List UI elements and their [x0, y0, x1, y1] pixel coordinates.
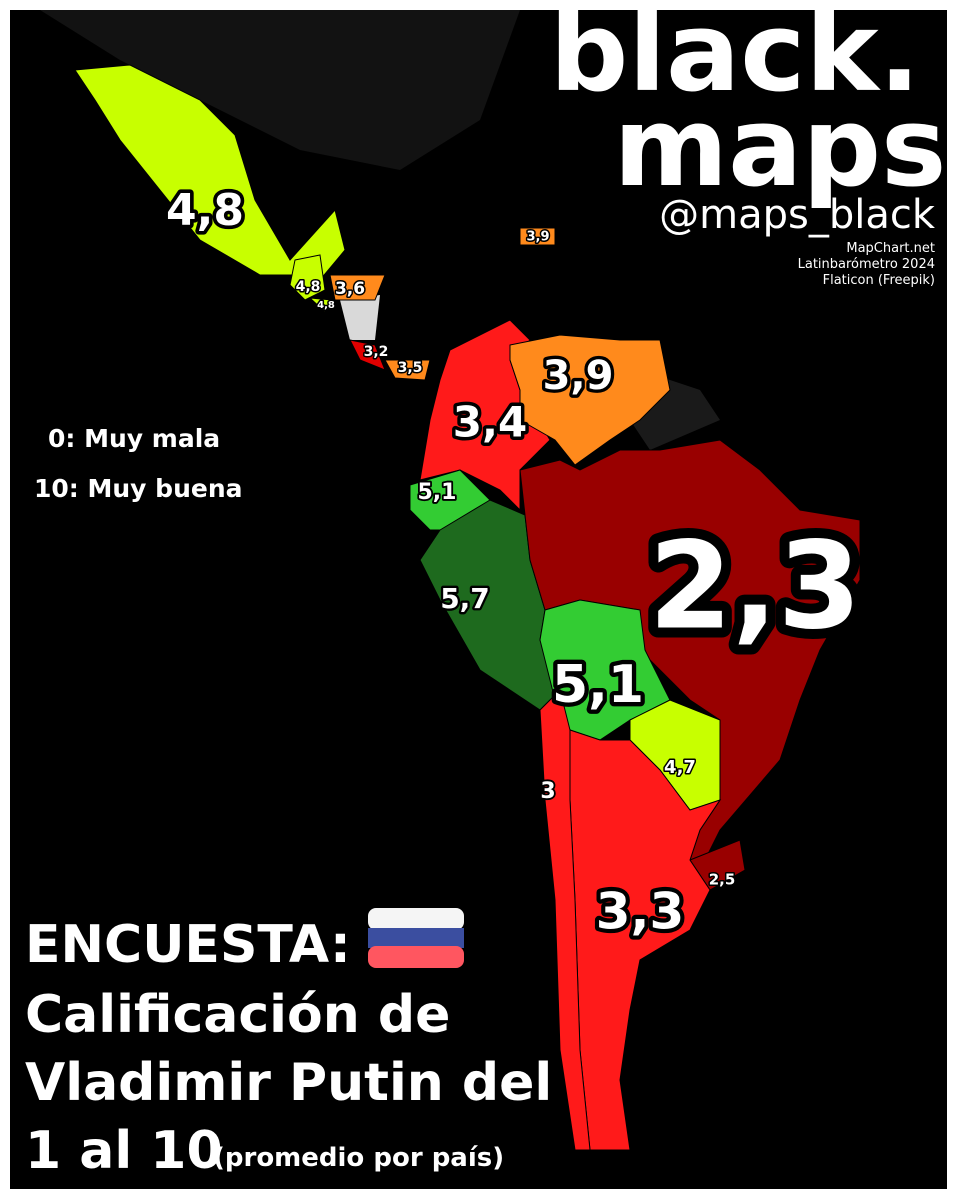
title: Calificación de	[25, 985, 450, 1045]
region-label: 4,8	[317, 300, 335, 311]
region-label: 3,6	[335, 279, 365, 299]
region	[384, 359, 431, 381]
region-label: 2,5	[709, 871, 736, 889]
title: Vladimir Putin del	[25, 1053, 552, 1113]
region-label: 3,4	[453, 398, 527, 447]
region	[349, 339, 386, 371]
region	[539, 689, 591, 1151]
region-label: 2,3	[649, 518, 862, 657]
region-label: 3	[540, 779, 555, 804]
region	[308, 297, 333, 313]
no-data-region	[340, 295, 380, 340]
region-label: 4,7	[664, 757, 696, 778]
regions	[74, 64, 861, 1151]
handle: @maps_black	[659, 192, 936, 238]
title: 1 al 10	[25, 1121, 223, 1181]
brand: maps	[613, 83, 946, 211]
region-label: 5,1	[552, 655, 644, 715]
region-label: 3,3	[596, 883, 685, 941]
north-america	[40, 10, 520, 170]
region	[509, 334, 671, 466]
region-label: 3,2	[364, 344, 389, 360]
region-label: 5,1	[418, 480, 457, 505]
brand: black.	[550, 0, 921, 116]
region	[519, 227, 556, 246]
region-label: 4,8	[296, 279, 321, 295]
legend-item: 10: Muy buena	[34, 474, 242, 503]
source: Flaticon (Freepik)	[823, 273, 935, 288]
flag	[368, 908, 464, 968]
region	[289, 254, 326, 301]
title-note: (promedio por país)	[213, 1143, 504, 1173]
region-label: 4,8	[166, 185, 244, 236]
labels: 4,84,84,83,63,23,53,93,43,95,15,7 2,35,14…	[162, 181, 871, 944]
source: Latinbarómetro 2024	[798, 257, 935, 272]
region-label: 5,7	[440, 582, 490, 615]
legend-item: 0: Muy mala	[48, 424, 220, 453]
region	[74, 64, 346, 281]
region	[329, 274, 386, 301]
region-label: 3,9	[526, 230, 549, 245]
region-label: 3,5	[398, 360, 423, 376]
region-label: 3,9	[543, 353, 614, 399]
title: ENCUESTA:	[25, 915, 351, 975]
source: MapChart.net	[846, 241, 935, 256]
